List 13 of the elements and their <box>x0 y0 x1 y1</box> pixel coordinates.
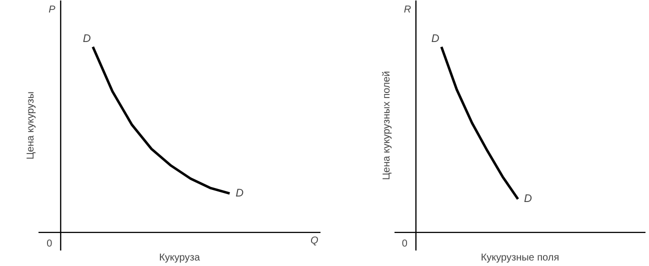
x-axis-title: Кукуруза <box>159 252 200 264</box>
text: Q <box>310 235 318 246</box>
text: 0 <box>402 238 408 250</box>
series-label: D <box>431 32 440 45</box>
series-label: D <box>82 32 91 45</box>
x-axis-title: Кукурузные поля <box>480 252 560 264</box>
y-axis-title: Цена кукурузы <box>26 92 36 160</box>
text: R <box>404 4 412 16</box>
y-axis-title: Цена кукурузных полей <box>382 71 392 180</box>
text: D <box>236 187 244 200</box>
text: 0 <box>46 238 53 250</box>
text: D <box>524 193 532 206</box>
text: P <box>48 4 56 16</box>
